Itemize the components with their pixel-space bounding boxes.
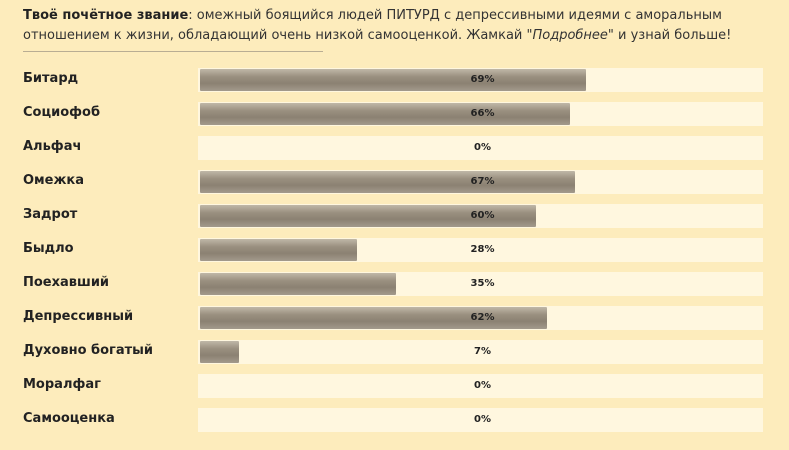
result-row: Альфач 0% [0, 136, 789, 160]
result-row: Поехавший 35% [0, 272, 789, 296]
result-row: Моралфаг 0% [0, 374, 789, 398]
bar-fill [200, 69, 586, 91]
bar-fill [200, 205, 536, 227]
bar-track: 0% [198, 136, 763, 160]
bar-fill [200, 341, 239, 363]
bar-fill [200, 171, 575, 193]
bar-track: 0% [198, 408, 763, 432]
bar-track: 60% [198, 204, 763, 228]
bar-track: 67% [198, 170, 763, 194]
bar-percent: 66% [470, 108, 495, 119]
result-row: Самооценка 0% [0, 408, 789, 432]
more-link-text: Подробнее [532, 28, 608, 43]
row-label: Альфач [23, 139, 82, 154]
result-row: Омежка 67% [0, 170, 789, 194]
bar-percent: 7% [474, 346, 491, 357]
bar-track: 28% [198, 238, 763, 262]
row-label: Битард [23, 71, 79, 86]
bar-track: 7% [198, 340, 763, 364]
bar-percent: 28% [470, 244, 495, 255]
bar-percent: 35% [470, 278, 495, 289]
row-label: Поехавший [23, 275, 110, 290]
result-label: Твоё почётное звание [23, 8, 189, 23]
result-row: Быдло 28% [0, 238, 789, 262]
result-row: Социофоб 66% [0, 102, 789, 126]
result-row: Духовно богатый 7% [0, 340, 789, 364]
row-label: Самооценка [23, 411, 115, 426]
bar-fill [200, 273, 396, 295]
bar-percent: 62% [470, 312, 495, 323]
row-label: Депрессивный [23, 309, 134, 324]
bar-fill [200, 307, 547, 329]
bar-percent: 0% [474, 380, 491, 391]
bar-track: 0% [198, 374, 763, 398]
bar-fill [200, 239, 357, 261]
bar-percent: 0% [474, 142, 491, 153]
row-label: Социофоб [23, 105, 101, 120]
result-row: Задрот 60% [0, 204, 789, 228]
row-label: Быдло [23, 241, 74, 256]
result-text-before: : омежный боящийся людей ПИТУРД с депрес… [23, 8, 722, 43]
row-label: Задрот [23, 207, 78, 222]
bar-percent: 67% [470, 176, 495, 187]
result-description: Твоё почётное звание: омежный боящийся л… [23, 6, 773, 46]
divider [23, 51, 323, 52]
row-label: Духовно богатый [23, 343, 154, 358]
result-row: Депрессивный 62% [0, 306, 789, 330]
result-text-after: " и узнай больше! [607, 28, 732, 43]
bar-track: 35% [198, 272, 763, 296]
bar-fill [200, 103, 570, 125]
result-row: Битард 69% [0, 68, 789, 92]
bar-track: 69% [198, 68, 763, 92]
bar-percent: 0% [474, 414, 491, 425]
row-label: Моралфаг [23, 377, 101, 392]
bar-track: 62% [198, 306, 763, 330]
row-label: Омежка [23, 173, 85, 188]
bar-percent: 69% [470, 74, 495, 85]
bar-percent: 60% [470, 210, 495, 221]
bar-track: 66% [198, 102, 763, 126]
